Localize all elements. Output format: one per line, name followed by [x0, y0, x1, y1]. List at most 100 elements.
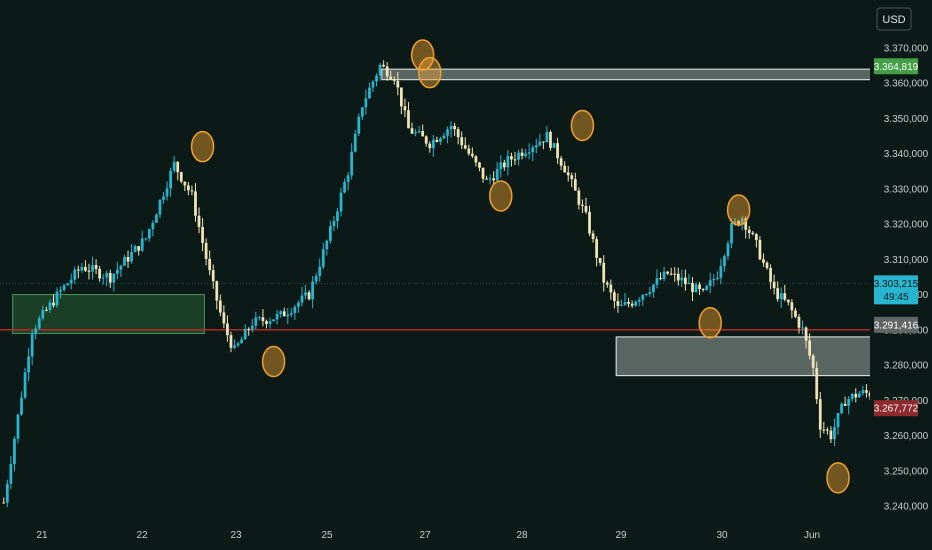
candle-body — [701, 289, 705, 291]
candle-body — [385, 66, 389, 77]
candle-body — [194, 191, 197, 216]
candle-body — [112, 273, 116, 283]
currency-button[interactable]: USD — [876, 7, 912, 31]
candle-body — [488, 178, 492, 180]
candle-body — [467, 148, 471, 154]
candle-body — [435, 139, 439, 142]
price-tick-label: 3.320,000 — [884, 220, 929, 231]
candle-body — [566, 172, 570, 176]
candle-body — [179, 172, 183, 182]
candle-body — [581, 204, 584, 206]
candle-body — [37, 318, 41, 329]
candle-body — [226, 323, 229, 336]
candle-body — [144, 238, 148, 240]
entry-price-badge: 3.291,416 — [874, 316, 919, 333]
candle-body — [449, 125, 453, 130]
candle-body — [16, 414, 20, 439]
candle-body — [744, 218, 748, 230]
candle-body — [602, 262, 606, 283]
swing-point-circle — [489, 180, 513, 212]
date-tick-label: 25 — [321, 530, 333, 541]
candle-body — [850, 393, 854, 399]
candle-body — [350, 151, 354, 176]
candle-body — [659, 278, 662, 280]
candle-body — [836, 413, 840, 428]
candle-body — [364, 98, 368, 108]
stop-price-badge: 3.267,772 — [874, 400, 919, 417]
candle-body — [627, 301, 630, 304]
candle-body — [730, 223, 733, 244]
candle-body — [325, 240, 329, 250]
candle-countdown-label: 49:45 — [883, 292, 908, 303]
candle-body — [73, 269, 77, 280]
candle-body — [538, 141, 542, 146]
candle-body — [254, 317, 258, 326]
candle-body — [375, 75, 378, 82]
candle-body — [137, 246, 141, 251]
candle-body — [403, 106, 407, 111]
candle-body — [236, 343, 240, 346]
candle-body — [307, 292, 311, 300]
candle-body — [637, 299, 641, 302]
candle-body — [23, 372, 27, 398]
candle-body — [101, 277, 105, 279]
candle-body — [822, 429, 826, 431]
candle-body — [59, 289, 62, 292]
candle-body — [318, 266, 322, 277]
candle-body — [705, 285, 709, 290]
candle-body — [634, 301, 638, 306]
candle-body — [783, 293, 787, 300]
current-price-badge: 3.303,215 49:45 — [874, 275, 919, 305]
candle-body — [506, 156, 510, 168]
price-tick-label: 3.260,000 — [884, 431, 929, 442]
candle-body — [421, 131, 425, 137]
candle-body — [460, 137, 464, 146]
candle-body — [847, 398, 851, 406]
candle-body — [407, 110, 410, 129]
candle-body — [840, 403, 843, 414]
candle-body — [524, 153, 527, 156]
candle-body — [201, 226, 204, 243]
candle-body — [247, 328, 251, 330]
candle-body — [556, 143, 559, 159]
candle-body — [282, 311, 286, 317]
candle-body — [673, 273, 677, 275]
candle-body — [861, 390, 865, 394]
candle-body — [652, 284, 655, 293]
candle-body — [123, 257, 126, 266]
candle-body — [162, 196, 165, 200]
candle-body — [91, 265, 94, 272]
candle-body — [829, 430, 833, 440]
candle-body — [794, 310, 797, 317]
candle-body — [740, 218, 744, 225]
candle-body — [346, 175, 350, 183]
candle-body — [343, 182, 346, 193]
candle-body — [41, 309, 45, 319]
candle-body — [297, 302, 300, 307]
candle-body — [190, 190, 194, 192]
candle-body — [321, 249, 325, 267]
candle-body — [687, 282, 691, 285]
candle-body — [279, 311, 283, 314]
candle-body — [84, 266, 87, 271]
candle-body — [66, 283, 70, 286]
candle-body — [591, 233, 595, 240]
candle-body — [261, 317, 265, 322]
candle-body — [130, 251, 133, 262]
price-axis-background — [870, 0, 932, 550]
candle-body — [400, 87, 403, 107]
price-tick-label: 3.360,000 — [884, 79, 929, 90]
swing-point-circle — [826, 462, 850, 494]
candle-body — [34, 328, 38, 335]
candle-body — [570, 175, 574, 180]
date-tick-label: 30 — [716, 530, 728, 541]
candle-body — [62, 285, 66, 290]
candle-body — [151, 222, 155, 230]
candle-body — [240, 339, 243, 344]
candle-body — [428, 143, 432, 149]
swing-point-circle — [190, 130, 215, 163]
candle-body — [772, 281, 776, 289]
candle-body — [243, 328, 247, 340]
candle-body — [613, 292, 616, 301]
